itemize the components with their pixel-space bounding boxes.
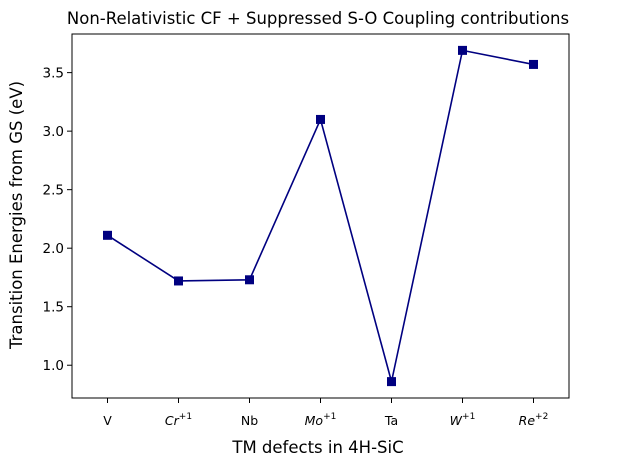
x-tick-label: Ta (384, 413, 398, 428)
x-tick-label: W+1 (450, 412, 476, 428)
y-tick-label: 1.0 (43, 358, 64, 374)
y-tick-label: 1.5 (43, 300, 64, 316)
y-tick-label: 2.5 (43, 183, 64, 199)
x-tick-label-base: Nb (241, 413, 258, 428)
x-tick-label-base: V (103, 413, 112, 428)
x-tick-label-base: Ta (384, 413, 398, 428)
data-point-marker (103, 230, 112, 240)
x-tick-label-superscript: +1 (323, 412, 336, 422)
y-axis-ticks: 1.0 1.5 2.0 2.5 3.0 3.5 (43, 66, 72, 374)
y-tick-label: 3.0 (43, 124, 64, 140)
chart-title: Non-Relativistic CF + Suppressed S-O Cou… (67, 9, 569, 28)
x-tick-label: Re+2 (519, 412, 549, 428)
data-point-marker (387, 377, 396, 387)
y-tick-label: 3.5 (43, 66, 64, 82)
data-point-marker (316, 114, 325, 124)
x-tick-label: Cr+1 (165, 412, 192, 428)
plot-frame (71, 33, 570, 399)
data-point-marker (529, 59, 538, 69)
x-tick-label: Nb (241, 413, 258, 428)
x-axis-title: TM defects in 4H-SiC (231, 438, 403, 457)
data-point-marker (245, 275, 254, 285)
x-tick-label-base: Re (519, 413, 536, 428)
series-group (103, 45, 538, 387)
data-point-marker (174, 276, 183, 286)
x-axis-ticks: V Cr+1 Nb Mo+1 Ta W+1 Re+2 (103, 398, 548, 428)
x-tick-label-base: Mo (305, 413, 324, 428)
x-tick-label-superscript: +1 (179, 412, 192, 422)
y-axis-title: Transition Energies from GS (eV) (7, 81, 26, 350)
x-tick-label-base: Cr (165, 413, 180, 428)
x-tick-label: V (103, 413, 112, 428)
x-tick-label-superscript: +1 (462, 412, 475, 422)
x-tick-label-superscript: +2 (535, 412, 548, 422)
y-tick-label: 2.0 (43, 241, 64, 257)
x-tick-label-base: W (450, 413, 463, 428)
data-point-marker (458, 45, 467, 55)
x-tick-label: Mo+1 (305, 412, 337, 428)
